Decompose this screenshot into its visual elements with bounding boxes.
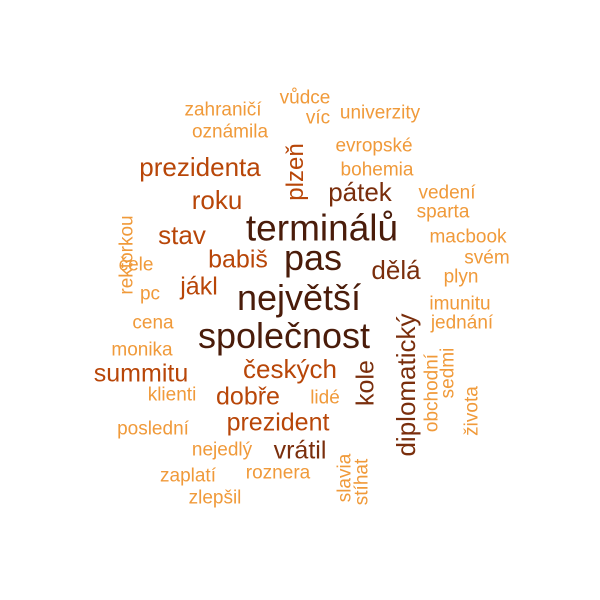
word-macbook: macbook [429, 226, 507, 248]
word-diplomaticky: diplomatický [391, 313, 421, 457]
word-kole: kole [351, 360, 380, 406]
word-bohemia: bohemia [340, 159, 414, 181]
word-svem: svém [464, 247, 510, 269]
word-monika: monika [111, 339, 173, 361]
word-spolecnost: společnost [197, 315, 371, 356]
word-vedeni: vedení [418, 182, 476, 204]
word-lide: lidé [310, 387, 340, 409]
word-prezident: prezident [226, 408, 330, 437]
word-univerzity: univerzity [339, 102, 421, 124]
word-nejedly: nejedlý [191, 439, 253, 461]
word-pas: pas [283, 237, 343, 278]
word-terminalu: terminálů [245, 207, 399, 249]
word-roznera: roznera [245, 462, 311, 484]
word-imunitu: imunitu [429, 293, 491, 315]
word-babis: babiš [208, 245, 268, 274]
word-ceskych: českých [243, 354, 337, 384]
word-sparta: sparta [416, 201, 470, 223]
word-prezidenta: prezidenta [139, 152, 261, 182]
word-vudce: vůdce [279, 87, 331, 109]
word-zivota: života [461, 386, 483, 436]
word-stav: stav [158, 220, 206, 250]
word-oznamila: oznámila [191, 121, 269, 143]
word-posledni: poslední [117, 418, 189, 440]
word-vic: víc [305, 107, 331, 129]
word-dela: dělá [371, 255, 421, 285]
word-roku: roku [191, 185, 243, 215]
word-stihat: stíhat [351, 458, 373, 506]
word-plyn: plyn [443, 266, 479, 288]
word-plzen: plzeň [282, 143, 309, 201]
word-patek: pátek [328, 177, 392, 207]
word-jakl: jákl [180, 272, 218, 301]
word-klienti: klienti [147, 384, 197, 406]
word-summitu: summitu [93, 359, 189, 388]
word-vratil: vrátil [273, 436, 327, 465]
word-dobre: dobře [216, 382, 280, 411]
word-cele: čele [118, 254, 154, 276]
word-zaplati: zaplatí [160, 465, 216, 487]
word-nejvetsi: největší [236, 277, 362, 318]
word-sedmi: sedmi [437, 347, 459, 399]
word-zahranici: zahraničí [184, 99, 262, 121]
word-cena: cena [132, 312, 174, 334]
word-jednani: jednání [430, 312, 494, 334]
word-zlepsil: zlepšil [188, 487, 242, 509]
word-evropske: evropské [335, 135, 413, 157]
word-pc: pc [139, 283, 161, 305]
